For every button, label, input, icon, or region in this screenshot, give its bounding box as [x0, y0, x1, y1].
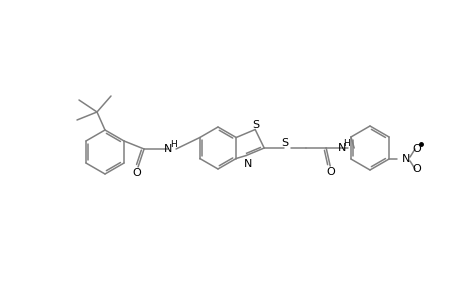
- Text: N: N: [337, 143, 346, 153]
- Text: H: H: [169, 140, 176, 148]
- Text: S: S: [252, 119, 259, 130]
- Text: N: N: [401, 154, 409, 164]
- Text: O: O: [412, 164, 420, 174]
- Text: O: O: [326, 167, 335, 177]
- Text: O: O: [132, 168, 141, 178]
- Text: N: N: [243, 158, 252, 169]
- Text: S: S: [281, 138, 288, 148]
- Text: N: N: [163, 144, 172, 154]
- Text: H: H: [342, 139, 349, 148]
- Text: O: O: [412, 144, 420, 154]
